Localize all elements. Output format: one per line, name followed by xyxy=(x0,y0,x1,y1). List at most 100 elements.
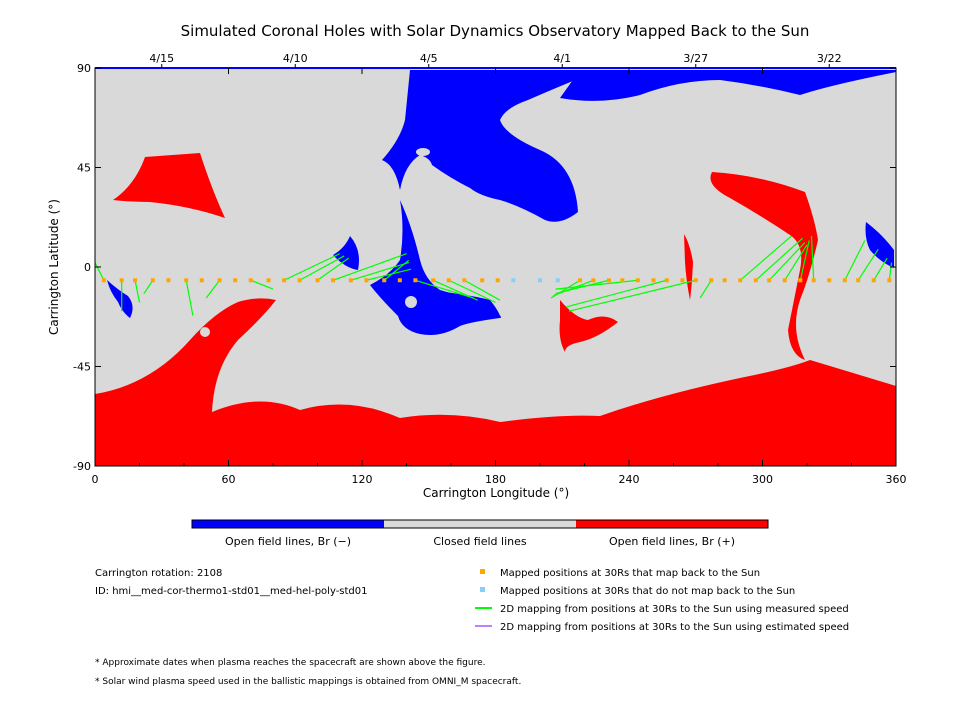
measured-mapping-line xyxy=(699,279,712,299)
x-axis: 0 60 120 180 240 300 360 xyxy=(92,68,907,486)
legend-measured-label: 2D mapping from positions at 30Rs to the… xyxy=(500,604,849,615)
north-east-negative-band xyxy=(560,70,896,101)
mapped-point xyxy=(871,278,876,283)
mapped-point xyxy=(798,278,803,283)
negative-open-field-regions xyxy=(107,70,896,335)
mapped-point xyxy=(217,278,222,283)
central-negative-sliver xyxy=(333,236,359,270)
legend: Mapped positions at 30Rs that map back t… xyxy=(475,568,849,633)
model-id-label: ID: hmi__med-cor-thermo1-std01__med-hel-… xyxy=(95,586,368,597)
measured-mapping-line xyxy=(350,262,409,281)
colorbar-label-positive: Open field lines, Br (+) xyxy=(609,535,735,548)
measured-mapping-line xyxy=(205,279,221,299)
mapped-point xyxy=(635,278,640,283)
y-tick-label: 0 xyxy=(84,261,91,274)
legend-mapped-marker xyxy=(480,569,485,574)
measured-mapping-line xyxy=(366,268,412,281)
mapped-point xyxy=(446,278,451,283)
measured-mapping-line xyxy=(448,279,496,303)
mapped-point xyxy=(133,278,138,283)
mapped-point xyxy=(297,278,302,283)
mapped-point xyxy=(811,278,816,283)
positive-open-field-regions xyxy=(95,153,896,466)
mapped-point xyxy=(315,278,320,283)
mapped-point xyxy=(119,278,124,283)
mapped-point xyxy=(578,278,583,283)
mapped-point xyxy=(738,278,743,283)
measured-mapping-line xyxy=(857,248,879,281)
mapped-point xyxy=(680,278,685,283)
legend-unmapped-marker xyxy=(480,587,485,592)
date-tick-label: 3/27 xyxy=(683,52,708,65)
x-tick-label: 60 xyxy=(222,473,236,486)
date-tick-label: 4/5 xyxy=(420,52,438,65)
date-tick-label: 4/15 xyxy=(149,52,174,65)
unmapped-point xyxy=(538,278,542,283)
colorbar-positive xyxy=(576,520,768,528)
mapped-point xyxy=(348,278,353,283)
mapped-point xyxy=(233,278,238,283)
north-west-positive-hole xyxy=(113,153,225,218)
mapped-point xyxy=(722,278,727,283)
colorbar-negative xyxy=(192,520,384,528)
measured-mapping-line xyxy=(383,259,410,281)
measured-mapping-line xyxy=(464,279,501,301)
mapped-point xyxy=(266,278,271,283)
closed-island-3 xyxy=(416,148,430,156)
closed-island-2 xyxy=(200,327,210,337)
y-tick-label: 90 xyxy=(77,62,91,75)
measured-mapping-line xyxy=(185,280,194,316)
closed-island-1 xyxy=(405,296,417,308)
mapped-point xyxy=(606,278,611,283)
mapped-point xyxy=(166,278,171,283)
measured-mapping-line xyxy=(317,257,349,281)
track-points xyxy=(101,278,892,283)
colorbar: Open field lines, Br (−) Closed field li… xyxy=(191,519,769,548)
measured-mapping-line xyxy=(332,253,407,281)
measured-mapping-line xyxy=(873,257,888,281)
measured-mapping-line xyxy=(94,262,105,281)
measured-mapping-line xyxy=(553,279,594,297)
east-positive-hole xyxy=(710,172,818,360)
measured-mapping-line xyxy=(784,244,808,281)
top-date-axis: 4/15 4/10 4/5 4/1 3/27 3/22 xyxy=(149,52,842,68)
measured-mapping-line xyxy=(283,253,341,281)
measured-mapping-line xyxy=(888,262,893,281)
measured-mapping-line xyxy=(768,242,806,281)
north-polar-negative-hole xyxy=(382,70,600,222)
mapped-point xyxy=(397,278,402,283)
mapped-point xyxy=(842,278,847,283)
mapped-point xyxy=(782,278,787,283)
measured-mapping-line xyxy=(755,237,803,281)
mapped-point xyxy=(101,278,106,283)
date-tick-label: 4/10 xyxy=(283,52,308,65)
mapped-point xyxy=(184,278,189,283)
unmapped-point xyxy=(511,278,516,283)
measured-mapping-line xyxy=(566,279,667,308)
measured-mapping-line xyxy=(299,255,345,281)
y-axis: 90 45 0 -45 -90 xyxy=(73,62,896,473)
x-tick-label: 0 xyxy=(92,473,99,486)
colorbar-label-closed: Closed field lines xyxy=(433,535,527,548)
mapped-point xyxy=(856,278,861,283)
mapped-point xyxy=(150,278,155,283)
west-negative-spot xyxy=(107,280,133,318)
legend-estimated-label: 2D mapping from positions at 30Rs to the… xyxy=(500,622,849,633)
mapped-point xyxy=(480,278,485,283)
y-tick-label: 45 xyxy=(77,162,91,175)
colorbar-closed xyxy=(384,520,576,528)
closed-field-islands xyxy=(200,148,430,337)
y-tick-label: -90 xyxy=(73,460,91,473)
measured-mapping-line xyxy=(432,279,478,301)
x-tick-label: 180 xyxy=(485,473,506,486)
mapped-point xyxy=(693,278,698,283)
measured-mapping-line xyxy=(134,280,141,303)
y-tick-label: -45 xyxy=(73,361,91,374)
mapped-point xyxy=(331,278,336,283)
mapped-point xyxy=(827,278,832,283)
colorbar-label-negative: Open field lines, Br (−) xyxy=(225,535,351,548)
mapped-point xyxy=(431,278,436,283)
measured-mapping-line xyxy=(810,236,815,281)
x-tick-label: 120 xyxy=(352,473,373,486)
